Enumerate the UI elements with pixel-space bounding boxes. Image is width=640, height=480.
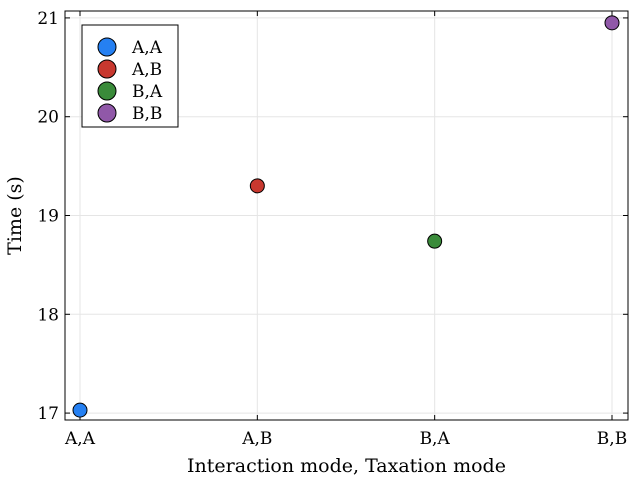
- x-tick-label: B,A: [420, 429, 451, 449]
- data-points: [72, 15, 620, 418]
- grid: [65, 11, 628, 420]
- legend-marker: [97, 59, 117, 79]
- legend-marker: [97, 81, 117, 101]
- legend: A,AA,BB,AB,B: [81, 24, 179, 128]
- x-tick-label: A,B: [241, 429, 272, 449]
- y-tick-label: 20: [37, 108, 59, 128]
- legend-marker: [97, 103, 117, 123]
- y-tick-label: 21: [37, 9, 59, 29]
- legend-marker: [97, 37, 117, 57]
- legend-box: [81, 24, 179, 128]
- y-tick-label: 19: [37, 207, 59, 227]
- x-tick-label: A,A: [64, 429, 96, 449]
- data-point: [604, 15, 620, 31]
- legend-label: B,B: [132, 104, 162, 124]
- legend-label: A,A: [131, 38, 163, 58]
- y-tick-label: 17: [37, 404, 59, 424]
- data-point: [427, 233, 443, 249]
- data-point: [249, 178, 265, 194]
- y-tick-label: 18: [37, 305, 59, 325]
- x-tick-label: B,B: [597, 429, 627, 449]
- legend-label: A,B: [131, 60, 162, 80]
- y-axis-label: Time (s): [4, 176, 26, 255]
- x-axis-label: Interaction mode, Taxation mode: [187, 455, 506, 477]
- legend-label: B,A: [132, 82, 163, 102]
- data-point: [72, 402, 88, 418]
